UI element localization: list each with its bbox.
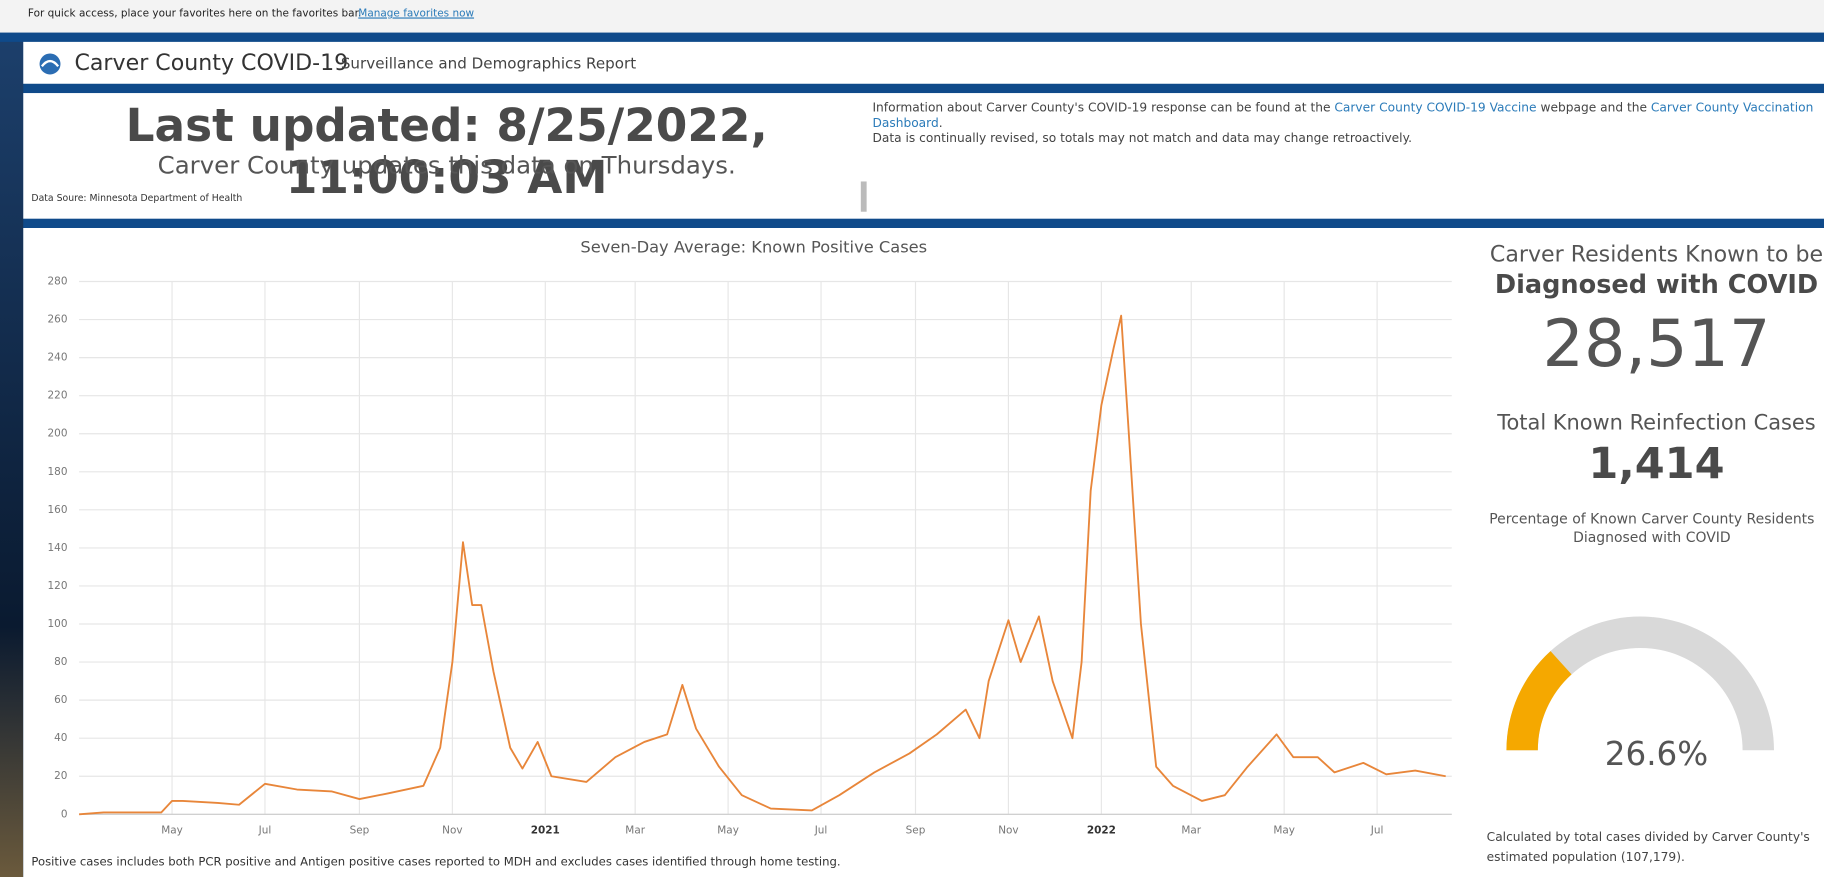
y-tick-label: 200 <box>48 428 68 440</box>
stat-label: Carver Residents Known to be <box>1490 241 1823 267</box>
info-link[interactable]: Carver County Vaccination Dashboard <box>872 101 1814 131</box>
x-tick-label: May <box>161 825 183 837</box>
x-tick-label: Jul <box>1370 825 1384 837</box>
x-tick-label: 2021 <box>531 825 560 837</box>
x-tick-label: 2022 <box>1087 825 1116 837</box>
favorites-link[interactable]: Manage favorites now <box>358 8 475 20</box>
x-tick-label: Nov <box>442 825 462 837</box>
stat-value: 1,414 <box>1588 439 1724 489</box>
desktop-strip <box>0 41 24 877</box>
y-tick-label: 160 <box>48 504 68 516</box>
y-tick-label: 260 <box>48 314 68 326</box>
info-text: Information about Carver County's COVID-… <box>872 101 1814 146</box>
stat-value: 28,517 <box>1543 307 1771 382</box>
y-tick-label: 20 <box>54 770 67 782</box>
gauge-title-box: Percentage of Known Carver County Reside… <box>1489 510 1815 546</box>
info-link[interactable]: Carver County COVID-19 Vaccine <box>1334 101 1537 116</box>
x-tick-label: Nov <box>998 825 1018 837</box>
scrollbar <box>860 181 867 212</box>
chart-title: Seven-Day Average: Known Positive Cases <box>580 237 927 256</box>
x-tick-label: Jul <box>258 825 272 837</box>
gauge-track <box>1506 616 1774 751</box>
y-tick-label: 220 <box>48 390 68 402</box>
info-line: Data is continually revised, so totals m… <box>872 131 1412 146</box>
main-panel <box>23 228 1824 877</box>
x-tick-label: May <box>717 825 739 837</box>
gauge-title: Percentage of Known Carver County Reside… <box>1489 510 1815 546</box>
favorites-bar: For quick access, place your favorites h… <box>0 0 1824 33</box>
gauge-note: Calculated by total cases divided by Car… <box>1486 830 1810 865</box>
y-tick-label: 80 <box>54 656 67 668</box>
x-tick-label: Mar <box>625 825 645 837</box>
gauge-value: 26.6% <box>1605 735 1708 773</box>
update-schedule: Carver County updates this data on Thurs… <box>157 151 736 180</box>
series-line <box>79 314 1446 816</box>
y-tick-label: 40 <box>54 732 67 744</box>
update-panel: Last updated: 8/25/2022, 11:00:03 AM Car… <box>23 93 1824 219</box>
info-middle: webpage and the <box>1536 101 1651 116</box>
last-updated: Last updated: 8/25/2022, 11:00:03 AM <box>125 100 768 205</box>
y-tick-label: 0 <box>61 808 68 820</box>
header-title: Carver County COVID-19 <box>74 50 349 76</box>
gauge-fill <box>1506 651 1572 751</box>
x-tick-label: May <box>1273 825 1295 837</box>
y-tick-label: 120 <box>48 580 68 592</box>
favorites-text: For quick access, place your favorites h… <box>27 8 362 20</box>
x-tick-label: Sep <box>350 825 370 837</box>
data-source: Data Soure: Minnesota Department of Heal… <box>31 193 243 204</box>
gauge-note-box: Calculated by total cases divided by Car… <box>1486 830 1810 865</box>
stat-label: Diagnosed with COVID <box>1495 270 1818 300</box>
x-tick-label: Mar <box>1181 825 1201 837</box>
footnote: Positive cases includes both PCR positiv… <box>31 854 840 868</box>
y-tick-label: 60 <box>54 694 67 706</box>
y-tick-label: 140 <box>48 542 68 554</box>
y-tick-label: 100 <box>48 618 68 630</box>
y-tick-label: 180 <box>48 466 68 478</box>
info-prefix: Information about Carver County's COVID-… <box>872 101 1335 116</box>
x-tick-label: Sep <box>906 825 926 837</box>
header: Carver County COVID-19 Surveillance and … <box>23 41 1824 84</box>
logo <box>39 53 61 75</box>
y-tick-label: 280 <box>48 276 68 288</box>
x-tick-label: Jul <box>814 825 828 837</box>
header-subtitle: Surveillance and Demographics Report <box>340 55 637 74</box>
y-tick-label: 240 <box>48 352 68 364</box>
info-suffix: . <box>938 116 943 131</box>
stat-label: Total Known Reinfection Cases <box>1496 410 1815 434</box>
